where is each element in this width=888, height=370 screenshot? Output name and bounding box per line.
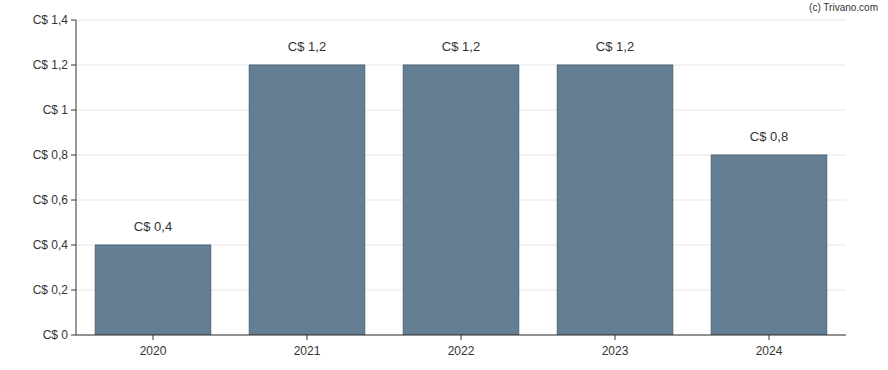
bar	[403, 65, 519, 335]
data-label: C$ 1,2	[442, 39, 480, 54]
bar	[711, 155, 827, 335]
chart: C$ 0 C$ 0,2 C$ 0,4 C$ 0,6 C$ 0,8 C$ 1 C$ 1,2 C$…	[0, 0, 888, 370]
y-tick	[71, 290, 76, 291]
y-tick-label: C$ 0,2	[33, 283, 69, 297]
y-tick-label: C$ 0	[43, 328, 69, 342]
bar	[95, 245, 211, 335]
y-tick	[71, 200, 76, 201]
x-tick	[615, 335, 616, 340]
y-tick-label: C$ 1	[43, 103, 69, 117]
y-axis-line	[76, 20, 77, 335]
x-tick	[769, 335, 770, 340]
x-tick	[153, 335, 154, 340]
data-label: C$ 0,8	[750, 129, 788, 144]
y-tick	[71, 65, 76, 66]
y-tick	[71, 110, 76, 111]
bar	[557, 65, 673, 335]
x-tick-label: 2022	[448, 344, 475, 358]
x-tick-label: 2020	[140, 344, 167, 358]
x-tick-label: 2021	[294, 344, 321, 358]
y-tick	[71, 20, 76, 21]
data-label: C$ 0,4	[134, 219, 172, 234]
y-tick-label: C$ 0,4	[33, 238, 69, 252]
y-tick-label: C$ 0,8	[33, 148, 69, 162]
y-tick	[71, 155, 76, 156]
x-tick	[307, 335, 308, 340]
y-tick-label: C$ 0,6	[33, 193, 69, 207]
grid-line	[76, 20, 846, 21]
bars	[95, 65, 827, 335]
y-tick	[71, 335, 76, 336]
bar	[249, 65, 365, 335]
x-tick	[461, 335, 462, 340]
x-tick-label: 2023	[602, 344, 629, 358]
y-tick-label: C$ 1,2	[33, 58, 69, 72]
x-tick-label: 2024	[756, 344, 783, 358]
annotation: (c) Trivano.com	[809, 2, 878, 13]
y-tick	[71, 245, 76, 246]
data-label: C$ 1,2	[596, 39, 634, 54]
data-label: C$ 1,2	[288, 39, 326, 54]
y-tick-label: C$ 1,4	[33, 13, 69, 27]
